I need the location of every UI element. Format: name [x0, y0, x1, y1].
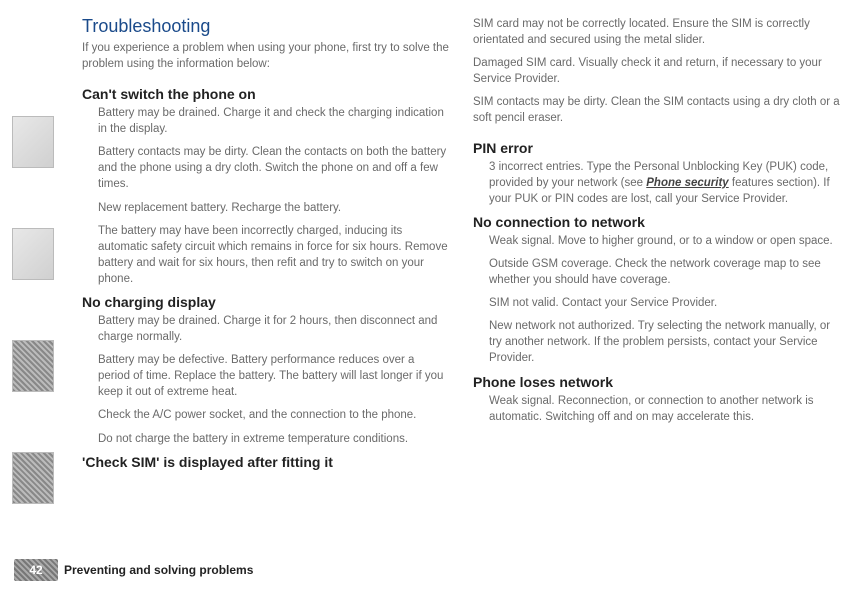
section-heading: PIN error: [473, 140, 840, 156]
footer: 42 Preventing and solving problems: [14, 559, 253, 581]
body-text: SIM not valid. Contact your Service Prov…: [473, 295, 840, 311]
thumbnail: [12, 116, 54, 168]
body-text: SIM contacts may be dirty. Clean the SIM…: [473, 94, 840, 126]
body-text: Do not charge the battery in extreme tem…: [82, 431, 449, 447]
page-number: 42: [14, 559, 58, 581]
body-text: SIM card may not be correctly located. E…: [473, 16, 840, 48]
body-text: Check the A/C power socket, and the conn…: [82, 407, 449, 423]
column-left: Troubleshooting If you experience a prob…: [82, 16, 449, 504]
column-right: SIM card may not be correctly located. E…: [473, 16, 840, 504]
thumbnail: [12, 452, 54, 504]
body-text: New network not authorized. Try selectin…: [473, 318, 840, 366]
body-text: The battery may have been incorrectly ch…: [82, 223, 449, 287]
section-heading: Can't switch the phone on: [82, 86, 449, 102]
section-heading: No connection to network: [473, 214, 840, 230]
body-text: Weak signal. Reconnection, or connection…: [473, 393, 840, 425]
section-heading: Phone loses network: [473, 374, 840, 390]
sidebar-thumbnails: [12, 16, 62, 504]
section-heading: 'Check SIM' is displayed after fitting i…: [82, 454, 449, 470]
body-text: Battery may be drained. Charge it for 2 …: [82, 313, 449, 345]
body-text: Battery may be drained. Charge it and ch…: [82, 105, 449, 137]
body-text: Battery contacts may be dirty. Clean the…: [82, 144, 449, 192]
body-text: 3 incorrect entries. Type the Personal U…: [473, 159, 840, 207]
intro-text: If you experience a problem when using y…: [82, 41, 449, 72]
cross-ref-link[interactable]: Phone security: [646, 177, 728, 189]
body-text: Damaged SIM card. Visually check it and …: [473, 55, 840, 87]
page-title: Troubleshooting: [82, 16, 449, 37]
body-text: New replacement battery. Recharge the ba…: [82, 200, 449, 216]
body-text: Battery may be defective. Battery perfor…: [82, 352, 449, 400]
footer-title: Preventing and solving problems: [64, 563, 253, 577]
section-heading: No charging display: [82, 294, 449, 310]
thumbnail: [12, 228, 54, 280]
body-text: Weak signal. Move to higher ground, or t…: [473, 233, 840, 249]
body-text: Outside GSM coverage. Check the network …: [473, 256, 840, 288]
thumbnail: [12, 340, 54, 392]
